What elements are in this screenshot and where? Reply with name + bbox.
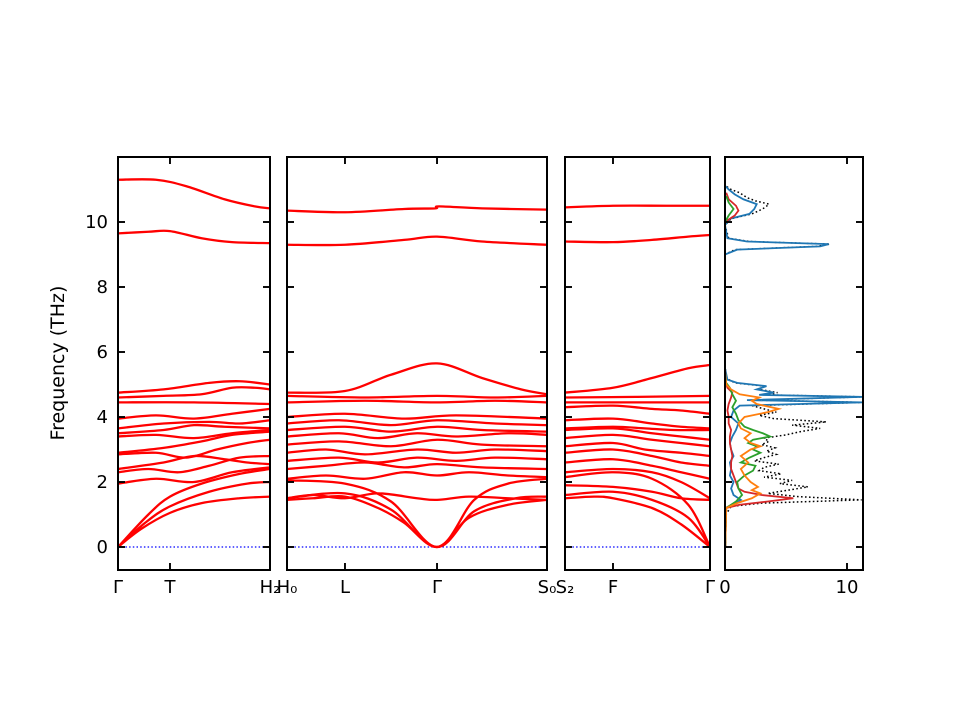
phonon-band: [565, 204, 710, 209]
y-tick-label: 10: [85, 212, 108, 233]
phonon-band: [565, 484, 710, 502]
x-tick-label: S₂: [556, 577, 575, 598]
dos-curves: [725, 185, 863, 548]
phonon-band: [118, 495, 270, 549]
dos-curve-species-4: [725, 371, 783, 548]
phonon-band: [565, 490, 710, 549]
phonon-band: [118, 380, 270, 394]
phonon-band: [287, 492, 547, 502]
phonon-band: [118, 454, 270, 471]
phonon-band: [565, 233, 710, 244]
phonon-band: [287, 399, 547, 404]
x-tick-label: H₀: [277, 577, 298, 598]
phonon-band: [287, 419, 547, 427]
phonon-band: [118, 454, 270, 474]
phonon-band: [287, 394, 547, 399]
x-tick-label: F: [608, 577, 618, 598]
x-tick-label: Γ: [705, 577, 715, 598]
phonon-band: [118, 407, 270, 420]
phonon-band: [287, 362, 547, 396]
y-tick-label: 4: [97, 407, 108, 428]
phonon-band: [287, 425, 547, 433]
dos-curve-total: [725, 185, 863, 548]
phonon-band: [565, 394, 710, 399]
phonon-band: [118, 386, 270, 399]
phonon-band: [565, 471, 710, 549]
phonon-band: [118, 430, 270, 454]
phonon-band: [287, 494, 547, 549]
phonon-band: [287, 461, 547, 471]
phonon-band: [565, 427, 710, 441]
phonon-band: [118, 178, 270, 210]
phonon-band: [118, 419, 270, 430]
x-tick-label: Γ: [432, 577, 442, 598]
phonon-band: [287, 448, 547, 456]
phonon-band: [565, 363, 710, 394]
y-tick-label: 6: [97, 342, 108, 363]
panel-frame: [724, 156, 864, 571]
phonon-band: [118, 423, 270, 435]
phonon-band: [287, 412, 547, 420]
phonon-band: [287, 456, 547, 464]
y-tick-label: 0: [97, 537, 108, 558]
phonon-band: [565, 467, 710, 500]
x-tick-label: S₀: [538, 577, 557, 598]
phonon-band: [287, 235, 547, 247]
phonon-band: [565, 495, 710, 549]
y-tick-label: 2: [97, 472, 108, 493]
phonon-band: [118, 466, 270, 485]
phonon-band: [118, 480, 270, 549]
phonon-band: [565, 448, 710, 467]
dos-curve-species-1: [725, 185, 863, 548]
phonon-band: [287, 477, 547, 549]
phonon-band: [565, 433, 710, 448]
phonon-band: [565, 417, 710, 430]
dos-x-tick-label: 0: [719, 577, 730, 598]
phonon-band: [565, 441, 710, 458]
x-tick-label: T: [163, 577, 176, 598]
x-tick-label: Γ: [113, 577, 123, 598]
phonon-band: [118, 401, 270, 406]
panel-S2-F-gamma-bands: [565, 204, 710, 549]
panel-H0-L-gamma-S0-bands: [287, 205, 547, 549]
x-tick-label: H₂: [260, 577, 281, 598]
phonon-band: [118, 467, 270, 549]
y-tick-label: 8: [97, 277, 108, 298]
phonon-band: [565, 458, 710, 480]
phonon-band: [565, 404, 710, 415]
panel-frame: [564, 156, 711, 571]
panel-gamma-T-H2-bands: [118, 178, 270, 549]
y-axis-label: Frequency (THz): [47, 285, 69, 441]
panel-frame: [117, 156, 271, 571]
x-tick-label: L: [340, 577, 350, 598]
phonon-band: [287, 438, 547, 448]
phonon-band: [287, 491, 547, 549]
phonon-band: [118, 438, 270, 459]
phonon-band: [118, 229, 270, 245]
phonon-band: [118, 428, 270, 440]
phonon-band: [287, 471, 547, 480]
panel-frame: [286, 156, 548, 571]
phonon-band: [287, 205, 547, 214]
phonon-band: [287, 432, 547, 440]
dos-x-tick-label: 10: [836, 577, 859, 598]
phonon-band: [565, 425, 710, 432]
